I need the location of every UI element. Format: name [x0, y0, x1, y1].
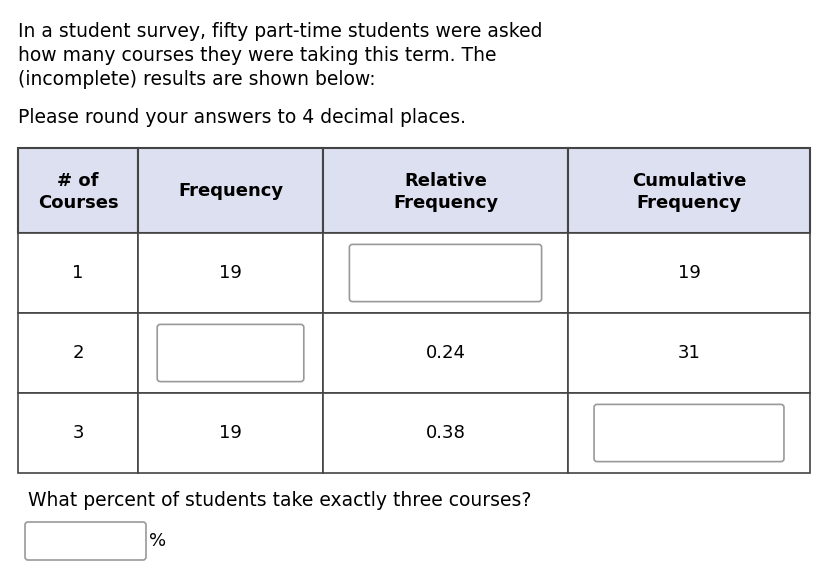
FancyBboxPatch shape: [349, 244, 541, 302]
Bar: [323, 393, 567, 473]
Text: Frequency: Frequency: [636, 194, 741, 211]
Text: 2: 2: [72, 344, 84, 362]
Text: 0.38: 0.38: [425, 424, 465, 442]
Text: Relative: Relative: [404, 171, 486, 190]
Text: In a student survey, fifty part-time students were asked: In a student survey, fifty part-time stu…: [18, 22, 542, 41]
Text: Courses: Courses: [38, 194, 118, 211]
Bar: [138, 233, 323, 313]
Bar: [18, 233, 138, 313]
Bar: [567, 148, 809, 233]
FancyBboxPatch shape: [157, 325, 304, 382]
Text: how many courses they were taking this term. The: how many courses they were taking this t…: [18, 46, 496, 65]
Text: # of: # of: [57, 171, 98, 190]
Bar: [323, 148, 567, 233]
Text: Frequency: Frequency: [178, 181, 283, 200]
Text: 19: 19: [219, 424, 241, 442]
Bar: [18, 313, 138, 393]
Text: 1: 1: [72, 264, 84, 282]
Text: 3: 3: [72, 424, 84, 442]
Text: Frequency: Frequency: [393, 194, 498, 211]
Text: Please round your answers to 4 decimal places.: Please round your answers to 4 decimal p…: [18, 108, 466, 127]
Bar: [323, 313, 567, 393]
Text: %: %: [149, 532, 166, 550]
Text: Cumulative: Cumulative: [631, 171, 745, 190]
Bar: [18, 148, 138, 233]
Bar: [138, 393, 323, 473]
FancyBboxPatch shape: [25, 522, 146, 560]
FancyBboxPatch shape: [593, 404, 783, 461]
Text: What percent of students take exactly three courses?: What percent of students take exactly th…: [28, 491, 531, 510]
Text: 0.24: 0.24: [425, 344, 465, 362]
Bar: [567, 393, 809, 473]
Text: (incomplete) results are shown below:: (incomplete) results are shown below:: [18, 70, 375, 89]
Bar: [567, 233, 809, 313]
Bar: [18, 393, 138, 473]
Text: 31: 31: [676, 344, 700, 362]
Bar: [323, 233, 567, 313]
Bar: [567, 313, 809, 393]
Text: 19: 19: [219, 264, 241, 282]
Bar: [138, 313, 323, 393]
Bar: [138, 148, 323, 233]
Text: 19: 19: [676, 264, 700, 282]
